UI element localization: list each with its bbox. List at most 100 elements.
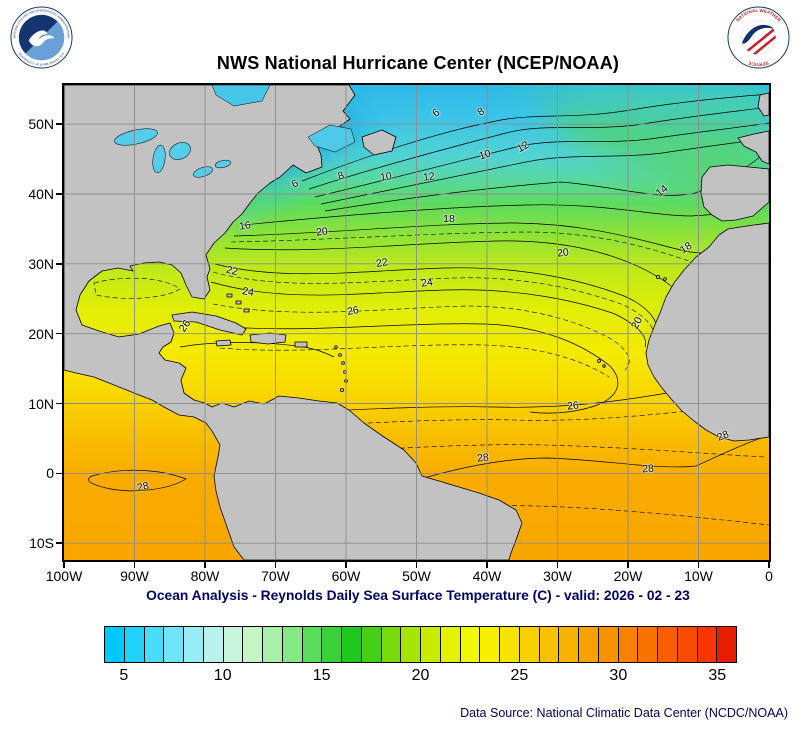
colorbar-tick-label: 15 [312,667,331,684]
colorbar-cell [559,627,579,662]
colorbar-cell [322,627,342,662]
lon-axis-label: 70W [261,568,290,584]
colorbar-tick-label: 30 [609,667,628,684]
map-caption: Ocean Analysis - Reynolds Daily Sea Surf… [146,588,690,603]
axis-tick [63,562,65,568]
axis-tick [56,263,62,265]
page-title: NWS National Hurricane Center (NCEP/NOAA… [216,53,620,73]
lat-axis-label: 20N [28,325,54,342]
island-jamaica [215,339,232,347]
noaa-logo: NATIONAL OCEANIC AND ATMOSPHERIC ADMINIS… [10,6,73,69]
land-africa [645,222,769,442]
hudson-bay [211,85,271,107]
axis-tick [486,562,488,568]
lat-axis-label: 10N [28,395,54,412]
lat-axis-label: 30N [28,255,54,272]
colorbar-tick-label: 10 [213,667,232,684]
colorbar-cell [263,627,283,662]
longitude-axis: 100W 90W 80W 70W 60W 50W 40W 30W 20W 10W 0 [46,566,773,588]
sst-map [62,83,771,562]
longitude-axis-ticks [63,562,770,569]
noaa-logo-graphic: NATIONAL OCEANIC AND ATMOSPHERIC ADMINIS… [10,6,73,69]
colorbar-cell [598,627,619,662]
lat-axis-label: 10S [29,535,54,552]
colorbar-tick-label: 5 [119,667,129,684]
colorbar-tick-label: 20 [411,667,430,684]
temperature-colorbar [104,626,737,663]
colorbar-cell [677,627,698,662]
islands-lesser-antilles [334,345,348,392]
axis-tick [56,402,62,405]
colorbar-cell [223,627,244,662]
colorbar-cell [342,627,362,662]
lon-axis-label: 10W [684,568,713,584]
colorbar-scale-labels: 5 10 15 20 25 30 35 [104,667,737,687]
colorbar-cell [717,627,736,662]
colorbar-cell [579,627,599,662]
landmasses [64,85,769,560]
island-hispaniola [249,332,287,345]
colorbar-tick-label: 25 [510,667,529,684]
island-puerto-rico [294,341,308,348]
nws-logo: NATIONAL WEATHER SERVICE [727,6,790,69]
gulf-of-st-lawrence [307,124,356,153]
colorbar-cell [460,627,481,662]
land-england [757,92,769,117]
colorbar-cell [401,627,421,662]
islands-cape-verde [597,359,606,368]
axis-tick [627,562,629,568]
colorbar-cell [697,627,718,662]
lake-huron [169,142,191,160]
lon-axis-label: 20W [613,568,643,584]
colorbar-cell [500,627,520,662]
colorbar-cell [164,627,184,662]
inland-water [114,85,356,178]
lake-erie [193,166,213,178]
island-newfoundland [361,129,397,156]
lat-axis-label: 40N [28,185,54,202]
colorbar-cell [124,627,145,662]
colorbar-tick-label: 35 [708,667,727,684]
lon-axis-label: 60W [331,568,361,584]
axis-tick [415,562,418,568]
axis-tick [556,562,559,568]
lat-axis-label: 0 [46,465,54,482]
axis-tick [56,193,62,195]
lon-axis-label: 0 [765,568,773,584]
lon-axis-label: 30W [543,568,572,584]
nws-logo-graphic: NATIONAL WEATHER SERVICE [727,6,790,69]
colorbar-cell [144,627,165,662]
axis-tick [56,472,62,475]
axis-tick [768,562,770,568]
land-iberia [700,164,769,222]
islands-bahamas [226,293,250,313]
lon-axis-label: 50W [402,568,431,584]
latitude-axis: 50N 40N 30N 20N 10N 0 10S [0,85,56,560]
axis-tick [133,562,136,568]
colorbar-cell [302,627,323,662]
data-source-note: Data Source: National Climatic Data Cent… [460,706,788,720]
colorbar-cell [519,627,540,662]
colorbar-cell [243,627,263,662]
latitude-axis-ticks [56,85,62,560]
graticule [64,85,769,560]
seagull-icon [28,30,55,47]
axis-tick [274,562,277,568]
lat-axis-label: 50N [28,116,54,133]
colorbar-cell [203,627,224,662]
land-americas [64,85,523,560]
colorbar-cell [440,627,461,662]
axis-tick [345,562,347,568]
axis-tick [56,123,62,125]
axis-tick [204,562,206,568]
lon-axis-label: 100W [45,568,83,584]
lon-axis-label: 40W [472,568,502,584]
sst-map-graphic [64,85,769,560]
colorbar-cell [105,627,125,662]
colorbar-cell [282,627,303,662]
colorbar-cell [539,627,560,662]
lake-michigan [152,144,166,174]
lake-ontario [214,159,232,169]
islands-canary [656,274,667,281]
axis-tick [56,332,62,335]
